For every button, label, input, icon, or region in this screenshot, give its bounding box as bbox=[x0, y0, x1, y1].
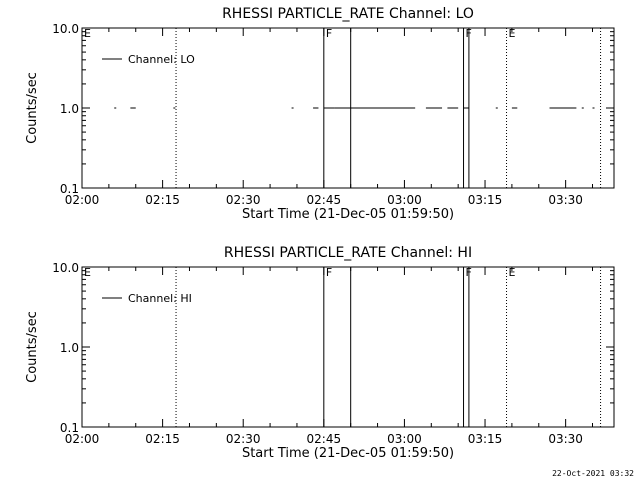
marker-label: E bbox=[509, 27, 516, 40]
marker-label: F bbox=[326, 266, 332, 279]
chart-panel-1: RHESSI PARTICLE_RATE Channel: LOEFFE02:0… bbox=[25, 6, 615, 222]
chart-title: RHESSI PARTICLE_RATE Channel: HI bbox=[224, 245, 472, 261]
x-tick-label: 02:45 bbox=[307, 432, 342, 446]
marker-label: E bbox=[84, 266, 91, 279]
x-tick-label: 03:30 bbox=[548, 193, 583, 207]
timestamp: 22-Oct-2021 03:32 bbox=[552, 469, 634, 478]
x-tick-label: 03:00 bbox=[387, 432, 422, 446]
x-tick-label: 02:30 bbox=[226, 432, 261, 446]
marker-label: F bbox=[326, 27, 332, 40]
y-axis-label: Counts/sec bbox=[25, 72, 40, 144]
x-tick-label: 03:15 bbox=[468, 432, 503, 446]
chart-title: RHESSI PARTICLE_RATE Channel: LO bbox=[222, 6, 474, 22]
y-tick-label: 0.1 bbox=[60, 421, 79, 435]
y-tick-label: 10.0 bbox=[52, 261, 79, 275]
plot-frame bbox=[81, 266, 615, 428]
y-tick-label: 0.1 bbox=[60, 182, 79, 196]
x-tick-label: 02:15 bbox=[145, 193, 180, 207]
x-tick-label: 03:15 bbox=[468, 193, 503, 207]
y-tick-label: 1.0 bbox=[60, 341, 79, 355]
x-tick-label: 02:15 bbox=[145, 432, 180, 446]
y-tick-label: 10.0 bbox=[52, 22, 79, 36]
x-tick-label: 02:30 bbox=[226, 193, 261, 207]
marker-label: E bbox=[509, 266, 516, 279]
y-axis-label: Counts/sec bbox=[25, 311, 40, 383]
legend-label: Channel: HI bbox=[128, 292, 192, 305]
x-axis-label: Start Time (21-Dec-05 01:59:50) bbox=[242, 446, 454, 461]
x-tick-label: 03:30 bbox=[548, 432, 583, 446]
x-tick-label: 02:00 bbox=[65, 432, 100, 446]
x-tick-label: 02:45 bbox=[307, 193, 342, 207]
x-axis-label: Start Time (21-Dec-05 01:59:50) bbox=[242, 207, 454, 222]
marker-label: E bbox=[84, 27, 91, 40]
chart-panel-2: RHESSI PARTICLE_RATE Channel: HIEFFE02:0… bbox=[25, 245, 615, 461]
x-tick-label: 03:00 bbox=[387, 193, 422, 207]
y-tick-label: 1.0 bbox=[60, 102, 79, 116]
legend-label: Channel: LO bbox=[128, 53, 195, 66]
x-tick-label: 02:00 bbox=[65, 193, 100, 207]
